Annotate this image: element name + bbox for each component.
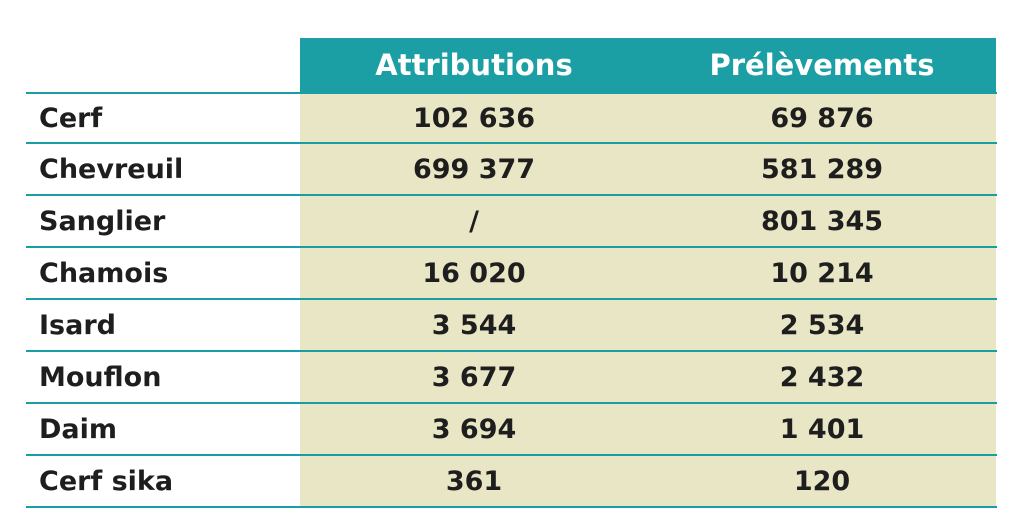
attributions-value: 3 544 (300, 300, 648, 350)
table-row: Mouflon 3 677 2 432 (26, 352, 997, 404)
species-label: Cerf sika (26, 456, 300, 506)
attributions-value: 699 377 (300, 144, 648, 194)
table-row: Cerf 102 636 69 876 (26, 92, 997, 144)
prelevements-value: 1 401 (648, 404, 996, 454)
header-prelevements: Prélèvements (648, 38, 996, 92)
table-row: Cerf sika 361 120 (26, 456, 997, 508)
table-row: Isard 3 544 2 534 (26, 300, 997, 352)
table-header-row: Attributions Prélèvements (26, 38, 997, 92)
prelevements-value: 69 876 (648, 94, 996, 142)
attributions-value: / (300, 196, 648, 246)
prelevements-value: 801 345 (648, 196, 996, 246)
attributions-value: 361 (300, 456, 648, 506)
prelevements-value: 2 432 (648, 352, 996, 402)
table-row: Chevreuil 699 377 581 289 (26, 144, 997, 196)
header-empty-cell (26, 38, 300, 92)
prelevements-value: 120 (648, 456, 996, 506)
table-row: Daim 3 694 1 401 (26, 404, 997, 456)
attributions-value: 102 636 (300, 94, 648, 142)
prelevements-value: 581 289 (648, 144, 996, 194)
species-label: Daim (26, 404, 300, 454)
table-row: Chamois 16 020 10 214 (26, 248, 997, 300)
hunting-table: Attributions Prélèvements Cerf 102 636 6… (26, 38, 997, 508)
attributions-value: 16 020 (300, 248, 648, 298)
species-label: Isard (26, 300, 300, 350)
prelevements-value: 10 214 (648, 248, 996, 298)
table-row: Sanglier / 801 345 (26, 196, 997, 248)
attributions-value: 3 694 (300, 404, 648, 454)
attributions-value: 3 677 (300, 352, 648, 402)
species-label: Chevreuil (26, 144, 300, 194)
species-label: Sanglier (26, 196, 300, 246)
species-label: Cerf (26, 94, 300, 142)
species-label: Chamois (26, 248, 300, 298)
header-attributions: Attributions (300, 38, 648, 92)
prelevements-value: 2 534 (648, 300, 996, 350)
species-label: Mouflon (26, 352, 300, 402)
